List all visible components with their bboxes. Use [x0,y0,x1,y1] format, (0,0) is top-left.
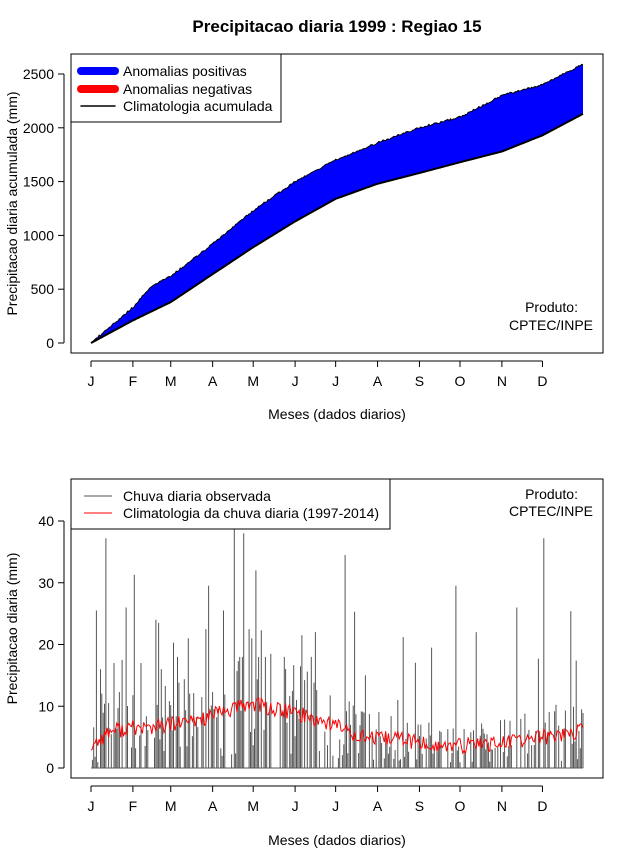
product-credit-label: Produto: [525,299,578,315]
y-tick-label: 10 [38,698,54,714]
x-tick-label: O [455,798,466,814]
x-tick-label: J [292,373,299,389]
legend: Anomalias positivas Anomalias negativasCl… [70,53,282,123]
x-tick-label: O [455,373,466,389]
cumulative-precipitation-panel: 0 500 1000 1500 2000 2500 J F M A M J J A S O N D Meses (d… [4,53,604,422]
y-tick-label: 1000 [23,227,54,243]
positive-anomaly-area [91,64,583,344]
x-tick-label: M [247,373,259,389]
x-tick-label: D [537,798,547,814]
x-tick-label: S [415,373,424,389]
product-credit-agency: CPTEC/INPE [509,503,593,519]
x-tick-label: A [373,798,383,814]
y-tick-label: 40 [38,513,54,529]
legend-label: Anomalias negativas [123,81,252,97]
legend-label: Climatologia acumulada [123,98,273,114]
x-tick-label: F [129,373,138,389]
y-tick-label: 0 [46,335,54,351]
climatology-cumulative-line [90,112,584,344]
x-tick-label: N [497,373,507,389]
x-tick-label: J [88,798,95,814]
y-axis-title: Precipitacao diaria acumulada (mm) [4,91,20,315]
y-tick-label: 1500 [23,174,54,190]
x-tick-label: M [247,798,259,814]
legend-label: Chuva diaria observada [123,488,271,504]
x-tick-label: J [332,373,339,389]
x-tick-label: A [208,373,218,389]
x-tick-label: J [332,798,339,814]
daily-rain-bars [91,517,584,768]
x-tick-label: J [88,373,95,389]
x-axis-title: Meses (dados diarios) [268,406,406,422]
x-tick-label: J [292,798,299,814]
chart-title: Precipitacao diaria 1999 : Regiao 15 [192,17,481,36]
product-credit-label: Produto: [525,486,578,502]
x-tick-label: D [537,373,547,389]
x-tick-label: M [165,373,177,389]
legend-label: Anomalias positivas [123,63,247,79]
x-tick-label: A [208,798,218,814]
y-tick-label: 20 [38,637,54,653]
y-tick-label: 500 [31,281,55,297]
y-tick-label: 30 [38,575,54,591]
legend-label: Climatologia da chuva diaria (1997-2014) [123,505,379,521]
x-tick-label: F [129,798,138,814]
observed-cumulative-line [90,63,584,344]
legend-box [70,478,391,530]
x-axis-title: Meses (dados diarios) [268,832,406,848]
y-tick-label: 2500 [23,66,54,82]
y-tick-label: 0 [46,760,54,776]
x-tick-label: A [373,373,383,389]
y-tick-label: 2000 [23,120,54,136]
product-credit-agency: CPTEC/INPE [509,317,593,333]
x-tick-label: M [165,798,177,814]
x-tick-label: N [497,798,507,814]
climatology-daily-line [90,696,584,755]
x-tick-label: S [415,798,424,814]
daily-precipitation-panel: 0 10 20 30 40 J F M A M J J A S O N D Meses (dados diario… [4,478,604,848]
plot-frame [70,53,604,354]
y-axis-title: Precipitacao diaria (mm) [4,553,20,705]
